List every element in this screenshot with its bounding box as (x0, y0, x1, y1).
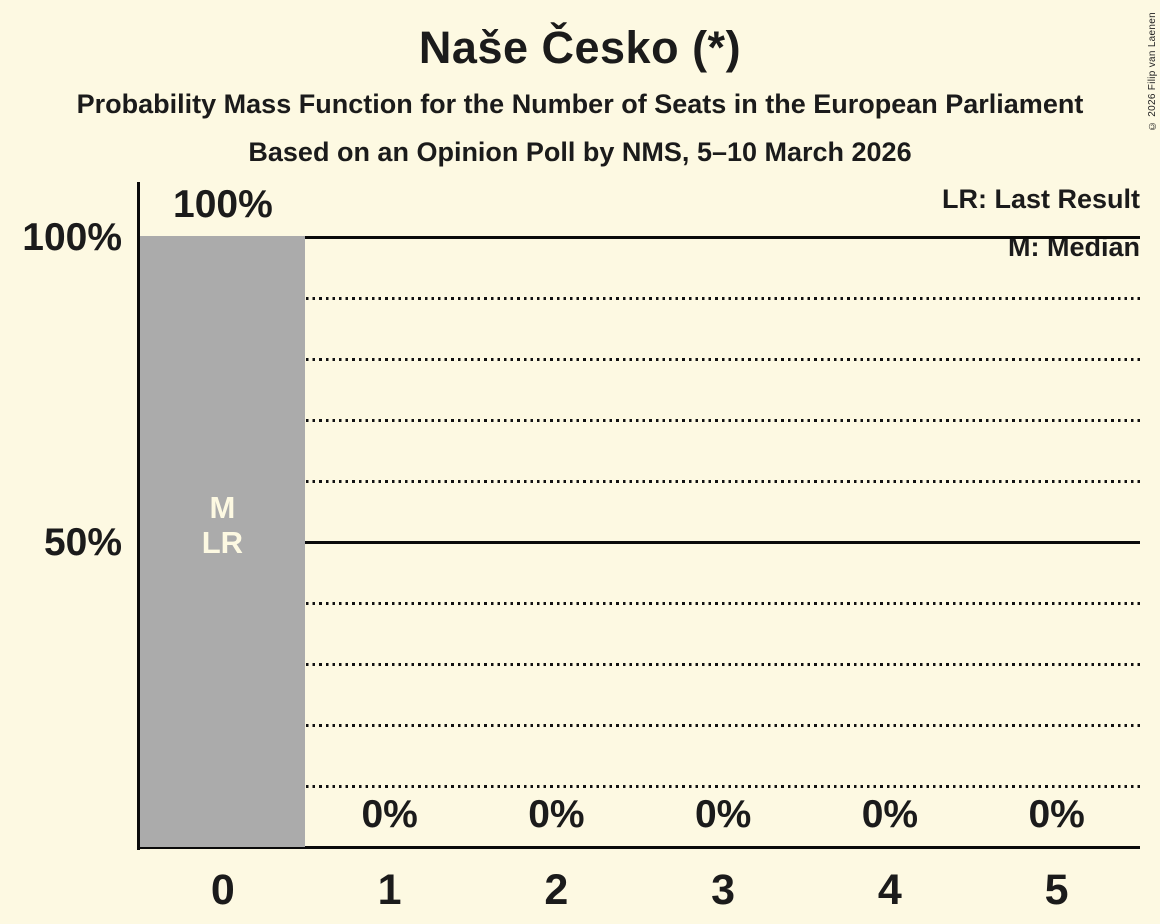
data-label-seats-4: 0% (861, 792, 919, 836)
x-tick-label-3: 3 (711, 866, 736, 914)
gridline-solid-50 (141, 541, 1140, 544)
x-tick-label-4: 4 (877, 866, 902, 914)
x-tick-label-1: 1 (377, 866, 402, 914)
x-tick-label-0: 0 (210, 866, 235, 914)
data-label-seats-1: 0% (361, 792, 418, 836)
y-axis-label-100: 100% (22, 216, 122, 259)
gridline-dotted-40 (141, 602, 1140, 605)
gridline-dotted-90 (141, 297, 1140, 300)
data-label-seats-0: 100% (173, 182, 273, 226)
chart-title: Naše Česko (*) (418, 22, 742, 73)
gridline-dotted-20 (141, 724, 1140, 727)
data-label-seats-2: 0% (528, 792, 585, 836)
gridline-dotted-70 (141, 419, 1140, 422)
gridline-dotted-10 (141, 785, 1140, 788)
chart-source-note: Based on an Opinion Poll by NMS, 5–10 Ma… (248, 137, 912, 167)
bar-annotation-lr: LR (201, 524, 244, 560)
y-axis-line (137, 182, 140, 850)
data-label-seats-3: 0% (694, 792, 752, 836)
bar-seats-0: M LR (140, 236, 305, 847)
chart-subtitle: Probability Mass Function for the Number… (76, 89, 1084, 119)
gridline-dotted-60 (141, 480, 1140, 483)
legend-last-result: LR: Last Result (941, 184, 1140, 214)
data-label-seats-5: 0% (1028, 792, 1085, 836)
x-tick-label-2: 2 (544, 866, 569, 914)
gridline-solid-100 (141, 236, 1140, 239)
gridline-dotted-30 (141, 663, 1140, 666)
gridline-dotted-80 (141, 358, 1140, 361)
x-axis-line (137, 846, 1140, 849)
x-tick-label-5: 5 (1044, 866, 1069, 914)
bar-annotation-m: M (209, 489, 236, 525)
y-axis-label-50: 50% (43, 521, 122, 564)
